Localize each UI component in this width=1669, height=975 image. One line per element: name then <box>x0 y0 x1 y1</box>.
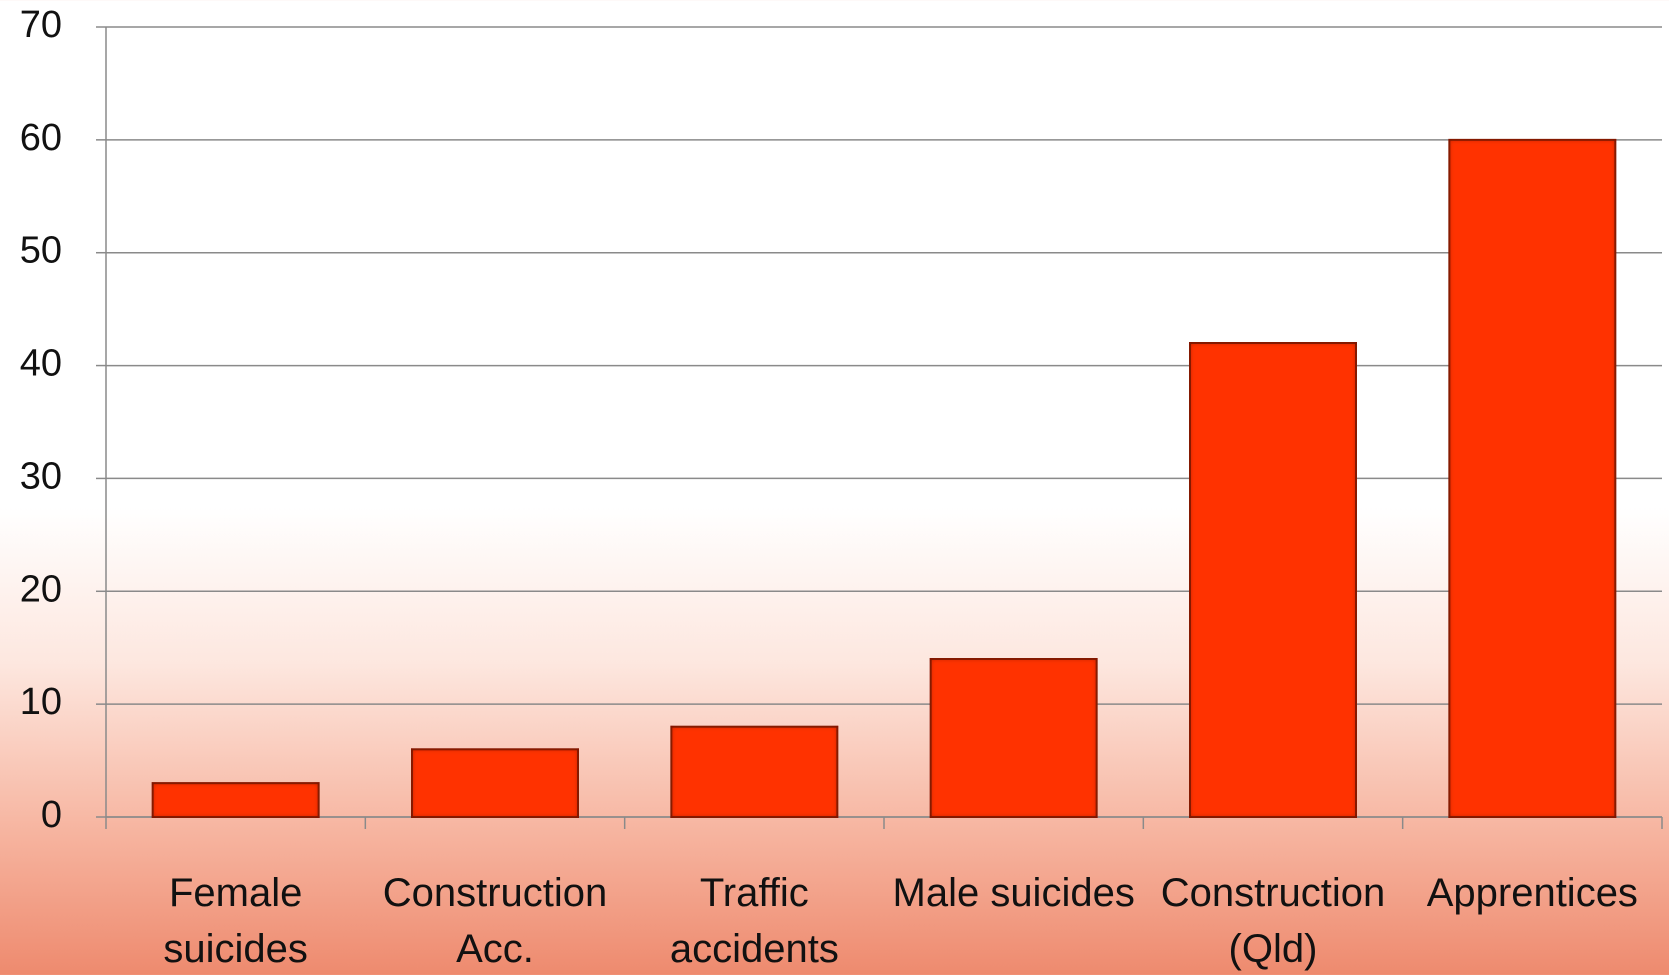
y-tick-label: 70 <box>20 4 62 46</box>
y-tick-label: 30 <box>20 455 62 497</box>
x-tick-label: Male suicides <box>884 865 1143 921</box>
y-tick-label: 0 <box>41 794 62 836</box>
x-tick-label: Construction Acc. <box>365 865 624 975</box>
y-tick-label: 10 <box>20 681 62 723</box>
x-tick-label: Traffic accidents <box>625 865 884 975</box>
y-tick-label: 20 <box>20 568 62 610</box>
x-tick-label: Construction (Qld) <box>1143 865 1402 975</box>
bar <box>931 659 1097 817</box>
bar <box>153 783 319 817</box>
bar <box>412 749 578 817</box>
y-tick-label: 60 <box>20 117 62 159</box>
y-tick-label: 50 <box>20 230 62 272</box>
bar <box>671 727 837 817</box>
x-tick-label: Female suicides <box>106 865 365 975</box>
page: 010203040506070 (() => { const data = JS… <box>0 0 1669 975</box>
x-tick-label: Apprentices <box>1403 865 1662 921</box>
chart: 0 10 20 30 40 50 60 70 <box>0 0 1669 975</box>
bar <box>1449 140 1615 817</box>
y-tick-label: 40 <box>20 343 62 385</box>
bar <box>1190 343 1356 817</box>
